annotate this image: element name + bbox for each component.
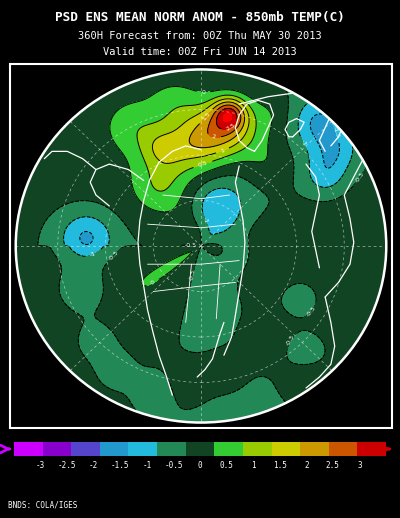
Text: PSD ENS MEAN NORM ANOM - 850mb TEMP(C): PSD ENS MEAN NORM ANOM - 850mb TEMP(C) [55,11,345,24]
Point [198,242,204,250]
Text: -1: -1 [90,251,97,258]
Point [198,242,204,250]
Text: 2: 2 [304,461,308,470]
Text: 1: 1 [251,461,256,470]
Point [198,242,204,250]
Point [198,242,204,250]
Text: 1: 1 [220,148,225,154]
Point [198,242,204,250]
Bar [329,442,357,456]
Point [198,242,204,250]
Point [198,242,204,250]
Point [198,242,204,250]
Bar [157,442,186,456]
Text: 3: 3 [357,461,362,470]
Point [198,242,204,250]
Bar [272,442,300,456]
Point [198,242,204,250]
Text: -0.5: -0.5 [354,171,365,183]
Text: -0.5: -0.5 [286,334,296,347]
Point [198,242,204,250]
Bar [357,442,386,456]
Text: -0.5: -0.5 [108,250,120,262]
Point [198,242,204,250]
Bar [300,442,329,456]
Bar [14,442,43,456]
Text: -0.5: -0.5 [164,461,183,470]
Text: -2: -2 [89,461,98,470]
Text: 0: 0 [198,461,202,470]
Text: -0.5: -0.5 [306,305,317,318]
Text: 2.5: 2.5 [326,461,340,470]
Text: 1.5: 1.5 [201,111,211,122]
Text: -1: -1 [142,461,152,470]
Bar [214,442,243,456]
Text: 360H Forecast from: 00Z Thu MAY 30 2013: 360H Forecast from: 00Z Thu MAY 30 2013 [78,31,322,41]
Text: -2.5: -2.5 [58,461,76,470]
Text: -1: -1 [300,139,307,147]
Point [198,242,204,250]
Text: BNDS: COLA/IGES: BNDS: COLA/IGES [8,501,77,510]
Text: -1: -1 [202,216,209,224]
Text: -3: -3 [36,461,45,470]
Text: -0.5: -0.5 [189,268,197,281]
Text: 1.5: 1.5 [273,461,287,470]
Text: 0: 0 [201,90,206,95]
Point [198,242,204,250]
Bar [71,442,100,456]
Text: -1.5: -1.5 [332,126,340,139]
Point [198,242,204,250]
Text: 2: 2 [212,134,216,140]
Bar [186,442,214,456]
Bar [10,64,392,428]
Text: -0.5: -0.5 [185,243,197,248]
Text: 0: 0 [150,280,156,286]
Bar [100,442,128,456]
Text: 2.5: 2.5 [226,122,237,132]
Point [198,242,204,250]
Text: 0.5: 0.5 [220,461,234,470]
Text: -1.5: -1.5 [111,461,130,470]
Bar [128,442,157,456]
Text: 0.5: 0.5 [198,161,208,168]
Text: Valid time: 00Z Fri JUN 14 2013: Valid time: 00Z Fri JUN 14 2013 [103,47,297,57]
Bar [43,442,71,456]
Bar [243,442,272,456]
